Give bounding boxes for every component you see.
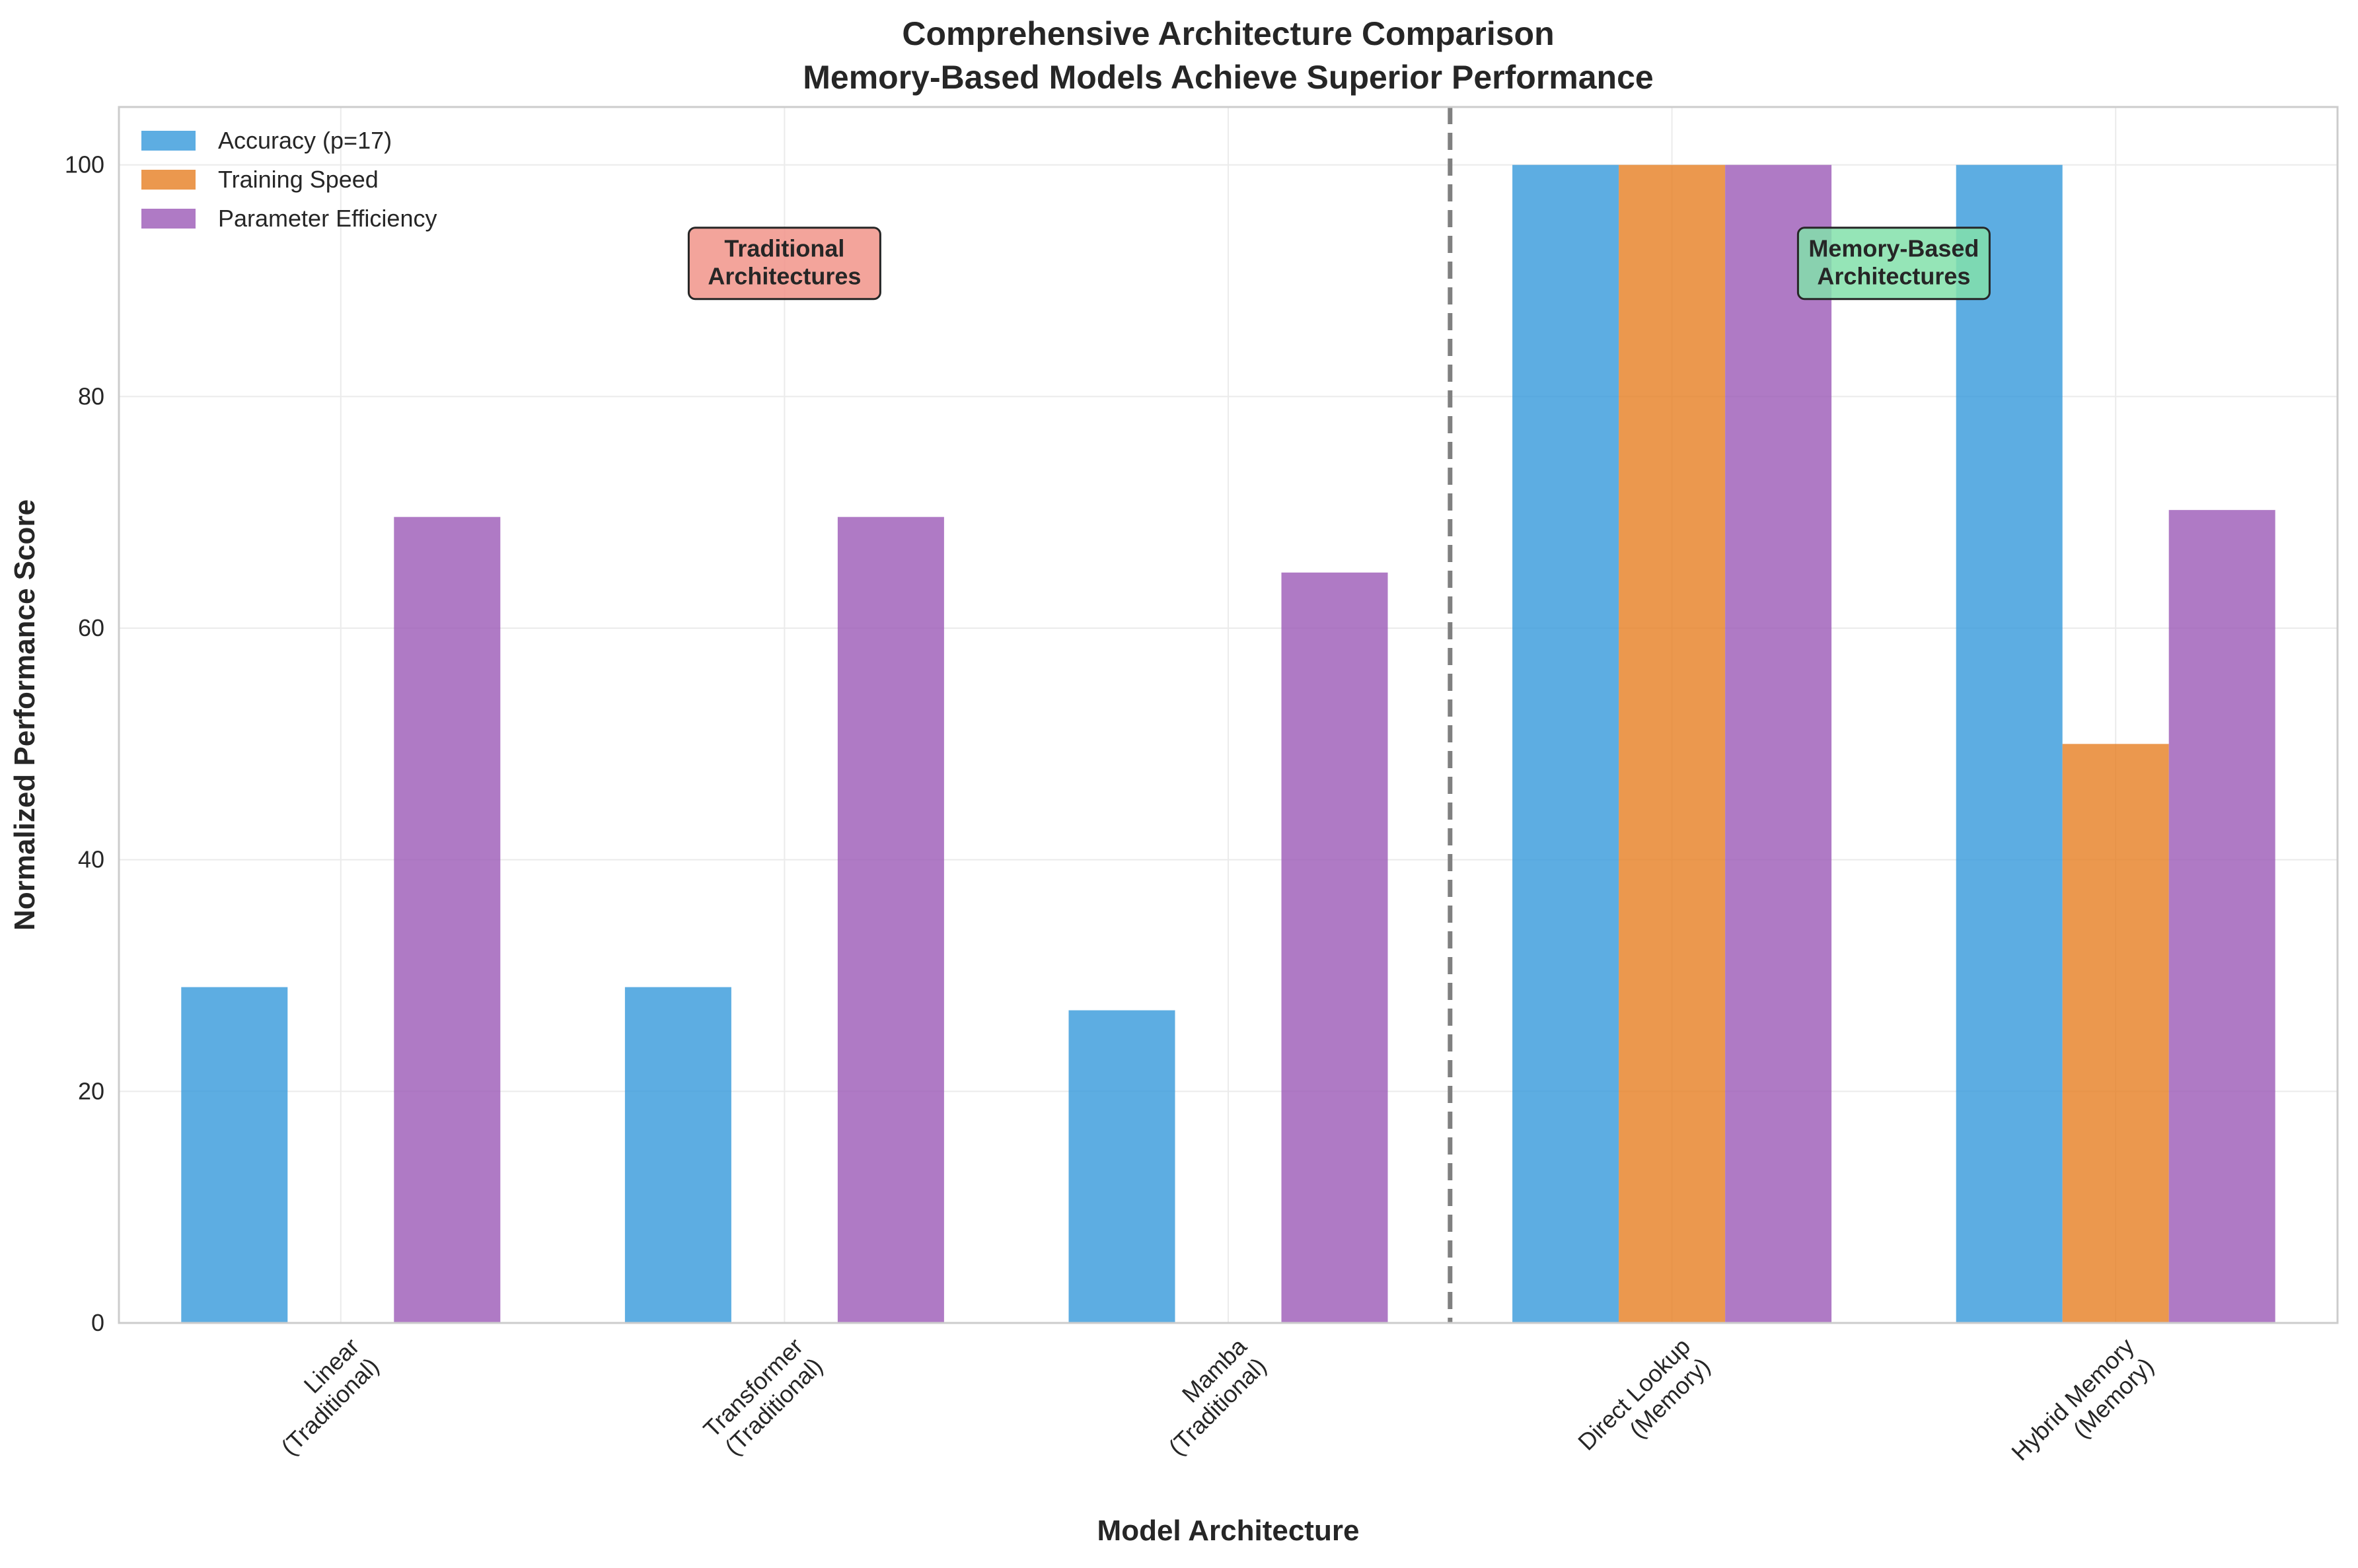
legend-swatch — [141, 131, 196, 151]
bar — [624, 987, 731, 1323]
bar — [394, 517, 501, 1324]
bar — [1956, 164, 2063, 1324]
legend-swatch — [141, 209, 196, 229]
bar — [2062, 744, 2169, 1323]
annotation-box — [687, 227, 881, 301]
chart-title: Memory-Based Models Achieve Superior Per… — [803, 59, 1653, 96]
bar — [1512, 164, 1619, 1324]
y-tick-label: 60 — [78, 614, 104, 641]
y-tick-label: 40 — [78, 846, 104, 873]
x-axis-label: Model Architecture — [1097, 1515, 1360, 1547]
legend-label: Training Speed — [218, 166, 379, 193]
x-tick-label: Mamba(Traditional) — [1144, 1332, 1272, 1460]
plot-frame — [118, 106, 2339, 1324]
y-tick-label: 100 — [65, 151, 104, 178]
bar — [837, 517, 944, 1324]
x-tick-label: Direct Lookup(Memory) — [1572, 1333, 1715, 1476]
annotation-text: Traditional Architectures — [708, 235, 861, 290]
annotation-box — [1796, 227, 1991, 301]
y-tick-label: 80 — [78, 382, 104, 410]
bar — [1725, 164, 1832, 1324]
legend-swatch — [141, 170, 196, 190]
x-tick-label: Linear(Traditional) — [256, 1333, 385, 1461]
legend-label: Parameter Efficiency — [218, 205, 437, 232]
x-tick-label: Hybrid Memory(Memory) — [2006, 1333, 2158, 1485]
y-axis-label: Normalized Performance Score — [9, 499, 41, 931]
x-tick-label: Transformer(Traditional) — [698, 1333, 827, 1462]
bar — [1281, 572, 1388, 1323]
bar — [1068, 1010, 1175, 1323]
bar — [181, 987, 288, 1323]
chart-title: Comprehensive Architecture Comparison — [902, 15, 1554, 52]
legend-label: Accuracy (p=17) — [218, 127, 392, 154]
bar — [2168, 510, 2275, 1324]
y-tick-label: 0 — [91, 1309, 104, 1336]
y-tick-label: 20 — [78, 1077, 104, 1104]
annotation-text: Memory-Based Architectures — [1808, 235, 1979, 290]
bar — [1619, 164, 1726, 1324]
